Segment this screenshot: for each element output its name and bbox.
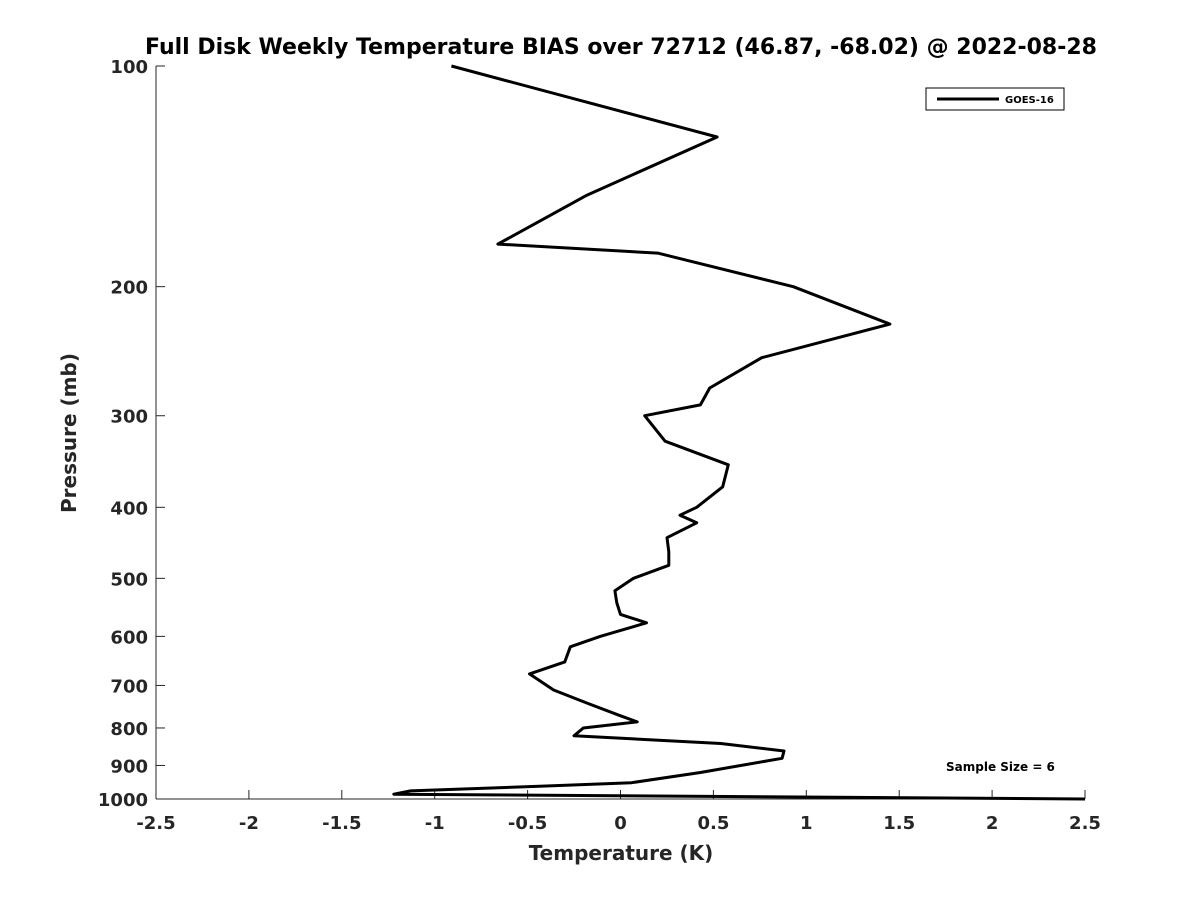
y-tick-label: 800 <box>110 719 148 740</box>
x-tick-label: 0.5 <box>697 813 729 834</box>
plot-area <box>156 66 1085 799</box>
y-tick-label: 1000 <box>98 790 148 811</box>
y-tick-label: 900 <box>110 756 148 777</box>
sample-size-annotation: Sample Size = 6 <box>946 760 1055 774</box>
y-axis-label: Pressure (mb) <box>57 353 81 513</box>
legend-label-goes-16: GOES-16 <box>1005 95 1054 106</box>
y-tick-label: 600 <box>110 627 148 648</box>
x-tick-label: 2.5 <box>1069 813 1101 834</box>
x-tick-label: 2 <box>986 813 999 834</box>
x-tick-label: -2.5 <box>136 813 175 834</box>
y-tick-label: 700 <box>110 676 148 697</box>
chart-title: Full Disk Weekly Temperature BIAS over 7… <box>145 35 1097 60</box>
x-tick-label: -1.5 <box>322 813 361 834</box>
y-axis-ticks: 100 200 300 400 500 600 700 800 900 1000 <box>98 57 165 811</box>
y-tick-label: 300 <box>110 407 148 428</box>
y-tick-label: 400 <box>110 498 148 519</box>
x-tick-label: -2 <box>239 813 259 834</box>
x-axis-label: Temperature (K) <box>529 841 714 865</box>
y-tick-label: 500 <box>110 569 148 590</box>
legend: GOES-16 <box>925 87 1065 111</box>
y-tick-label: 200 <box>110 278 148 299</box>
x-tick-label: 0 <box>614 813 627 834</box>
y-tick-label: 100 <box>110 57 148 78</box>
x-tick-label: 1 <box>800 813 813 834</box>
x-axis-ticks: -2.5 -2 -1.5 -1 -0.5 0 0.5 1 1.5 2 2.5 <box>136 790 1101 834</box>
x-tick-label: 1.5 <box>883 813 915 834</box>
x-tick-label: -1 <box>425 813 445 834</box>
series-line-goes-16 <box>392 64 1086 801</box>
x-tick-label: -0.5 <box>508 813 547 834</box>
